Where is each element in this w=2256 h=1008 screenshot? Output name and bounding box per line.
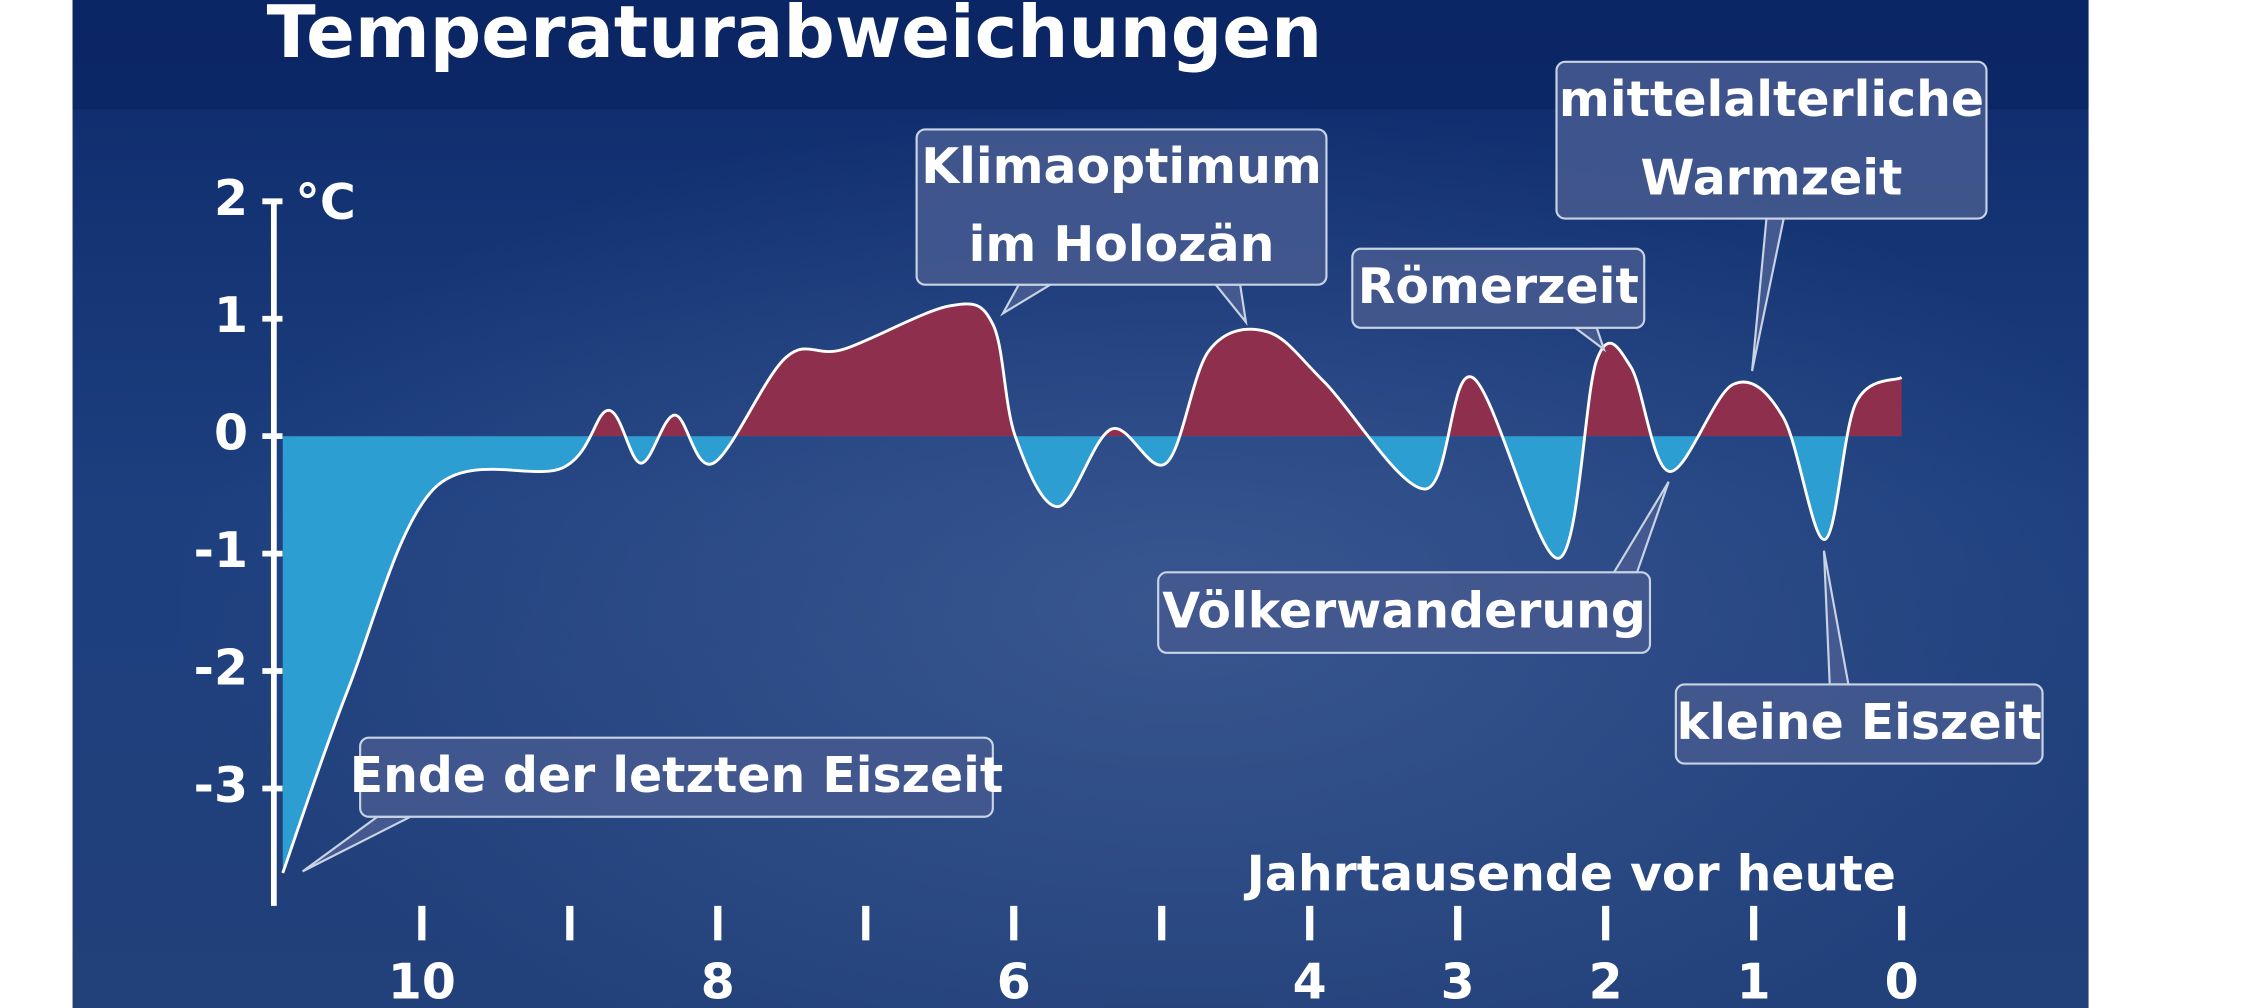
y-tick-label: 2: [214, 170, 248, 227]
y-tick-label: -3: [194, 757, 248, 814]
callout-box: [1157, 571, 1652, 654]
callout-text: im Holozän: [969, 216, 1275, 273]
callout-text: kleine Eiszeit: [1677, 694, 2042, 751]
callout-text: mittelalterliche: [1559, 71, 1984, 128]
callout-text: Völkerwanderung: [1162, 583, 1646, 640]
callout-box: [915, 128, 1328, 286]
x-tick-label: 8: [701, 953, 735, 1008]
y-tick-label: 1: [214, 287, 248, 344]
callout-text: Klimaoptimum: [921, 138, 1322, 195]
x-tick-label: 6: [997, 953, 1031, 1008]
y-tick-label: -1: [194, 522, 248, 579]
y-tick-label: -2: [194, 640, 248, 697]
callout-box: [1351, 247, 1646, 329]
area-below: [282, 436, 1848, 874]
x-axis-label: Jahrtausende vor heute: [1244, 846, 1896, 903]
data-line: [281, 302, 1903, 874]
callout-box: [1555, 60, 1988, 220]
area-above: [282, 303, 1902, 437]
callout-text: Warmzeit: [1641, 149, 1903, 206]
y-unit-label: °C: [295, 174, 355, 231]
x-tick-label: 4: [1293, 953, 1327, 1008]
callout-box: [359, 736, 994, 818]
callout-box: [1674, 683, 2044, 765]
chart-title: Temperaturabweichungen: [267, 0, 1322, 74]
callout-text: Römerzeit: [1358, 258, 1639, 315]
callout-text: Ende der letzten Eiszeit: [350, 747, 1004, 804]
x-tick-label: 2: [1589, 953, 1623, 1008]
x-tick-label: 0: [1885, 953, 1919, 1008]
x-tick-label: 10: [388, 953, 456, 1008]
x-tick-label: 3: [1441, 953, 1475, 1008]
y-tick-label: 0: [214, 405, 248, 462]
x-tick-label: 1: [1737, 953, 1771, 1008]
